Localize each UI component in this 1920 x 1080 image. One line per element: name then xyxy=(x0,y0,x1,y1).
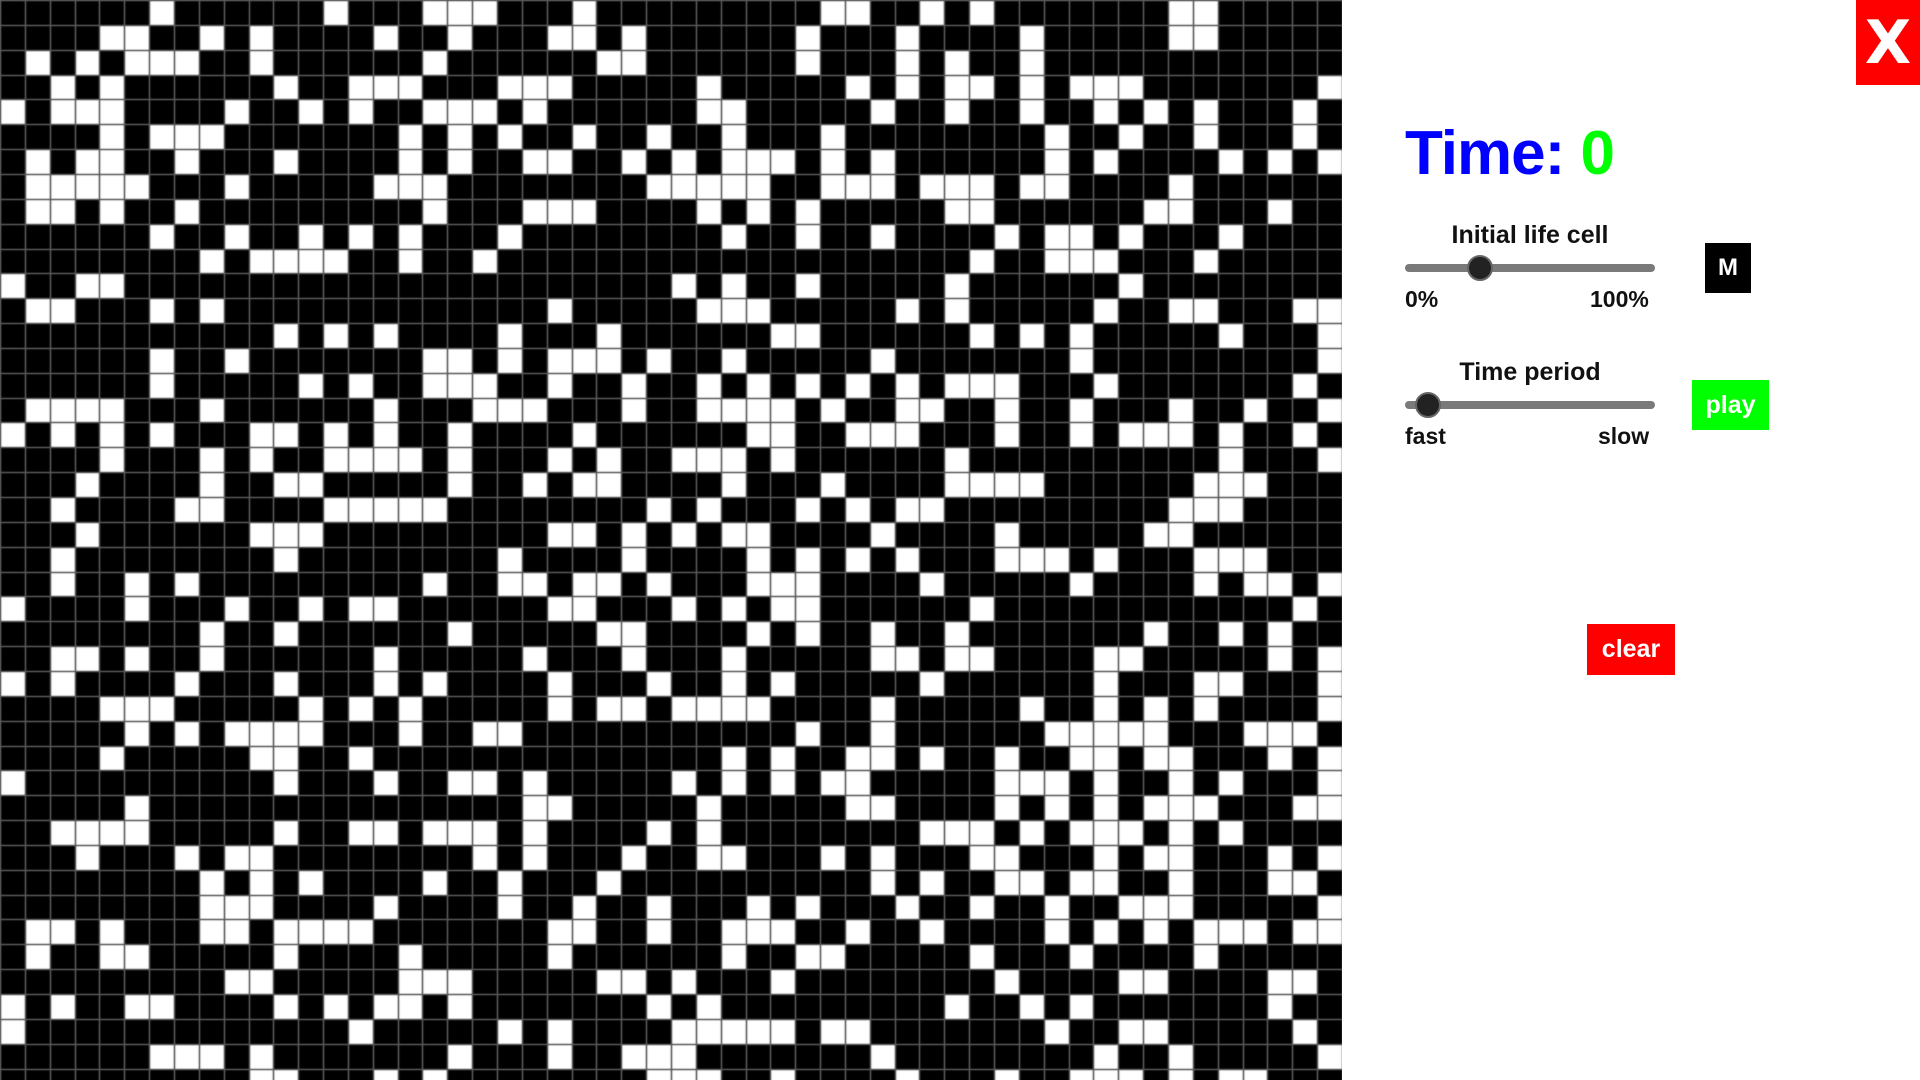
time-counter: Time: 0 xyxy=(1405,118,1615,189)
life-grid[interactable] xyxy=(0,0,1342,1080)
time-label-text: Time: xyxy=(1405,119,1565,188)
initial-life-cell-max-label: 100% xyxy=(1590,286,1649,312)
close-button[interactable]: X xyxy=(1856,0,1920,85)
initial-life-cell-slider-track[interactable] xyxy=(1405,264,1655,272)
time-period-slider-handle[interactable] xyxy=(1414,392,1441,418)
life-grid-canvas[interactable] xyxy=(0,0,1342,1080)
initial-life-cell-min-label: 0% xyxy=(1405,286,1439,312)
initial-life-cell-title: Initial life cell xyxy=(1451,221,1609,249)
initial-life-cell-slider-handle[interactable] xyxy=(1467,255,1493,281)
mode-button[interactable]: M xyxy=(1705,243,1751,293)
clear-button[interactable]: clear xyxy=(1587,624,1675,675)
time-period-slider-track[interactable] xyxy=(1405,401,1655,409)
time-period-max-label: slow xyxy=(1598,423,1650,449)
time-period-title: Time period xyxy=(1459,358,1601,386)
time-period-min-label: fast xyxy=(1405,423,1446,449)
time-value: 0 xyxy=(1580,119,1614,188)
play-button[interactable]: play xyxy=(1692,380,1769,430)
